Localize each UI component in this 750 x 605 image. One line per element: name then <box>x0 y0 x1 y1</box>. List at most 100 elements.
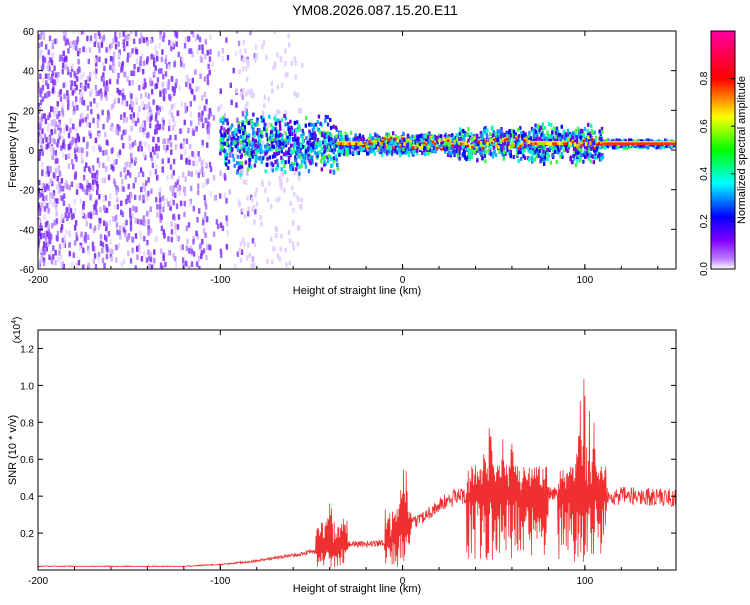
spectrogram-cell <box>176 186 180 192</box>
spectrogram-cell <box>96 102 99 108</box>
spectrogram-cell <box>130 157 133 164</box>
spectrogram-cell <box>51 43 55 50</box>
spectrogram-cell <box>274 113 277 119</box>
spectrogram-cell <box>598 141 601 145</box>
spectrogram-cell <box>246 76 249 82</box>
spectrogram-cell <box>346 151 350 156</box>
spectrogram-cell <box>81 242 84 249</box>
spectrogram-cell <box>43 113 46 119</box>
spectrogram-cell <box>428 133 431 138</box>
spectrogram-cell <box>320 152 324 157</box>
spectrogram-cell <box>53 111 56 118</box>
spectrogram-cell <box>551 130 554 135</box>
spectrogram-cell <box>42 257 46 263</box>
spectrogram-cell <box>498 149 501 154</box>
spectrogram-cell <box>387 149 391 154</box>
spectrogram-cell <box>147 225 150 231</box>
spectrogram-cell <box>130 99 133 105</box>
spectrogram-cell <box>67 48 70 54</box>
spectrogram-cell <box>138 230 142 236</box>
spectrogram-cell <box>567 143 571 148</box>
spectrogram-cell <box>251 206 254 212</box>
spectrogram-cell <box>170 149 173 155</box>
spectrogram-cell <box>296 148 299 153</box>
spectrogram-cell <box>128 80 131 86</box>
spectrogram-cell <box>155 124 158 130</box>
spectrogram-cell <box>66 104 70 110</box>
spectrogram-cell <box>117 52 120 59</box>
spectrogram-cell <box>38 237 40 244</box>
spectrogram-cell <box>151 146 155 153</box>
spectrogram-cell <box>412 146 415 149</box>
spectrogram-y-tick-label: -60 <box>20 265 35 276</box>
snr-y-axis-label: SNR (10 * v/v) <box>7 415 19 485</box>
spectrogram-cell <box>621 144 624 149</box>
spectrogram-cell <box>38 261 40 268</box>
spectrogram-cell <box>152 61 156 67</box>
spectrogram-cell <box>101 61 104 67</box>
spectrogram-cell <box>259 214 262 220</box>
spectrogram-cell <box>51 70 55 77</box>
spectrogram-cell <box>284 72 288 78</box>
spectrogram-cell <box>130 93 133 99</box>
spectrogram-cell <box>42 241 46 247</box>
snr-y-tick-label: 0.6 <box>20 455 34 466</box>
spectrogram-cell <box>619 144 622 149</box>
spectrogram-cell <box>66 90 69 96</box>
spectrogram-cell <box>73 44 76 50</box>
spectrogram-cell <box>114 43 118 50</box>
spectrogram-cell <box>242 128 245 133</box>
spectrogram-cell <box>589 152 592 157</box>
spectrogram-cell <box>254 44 258 50</box>
spectrogram-cell <box>593 146 596 150</box>
spectrogram-cell <box>146 211 149 217</box>
spectrogram-cell <box>442 140 446 145</box>
spectrogram-cell <box>110 42 113 48</box>
spectrogram-cell <box>592 160 596 165</box>
spectrogram-cell <box>128 207 132 214</box>
spectrogram-cell <box>98 47 101 53</box>
spectrogram-cell <box>258 156 261 161</box>
spectrogram-cell <box>406 144 409 149</box>
spectrogram-cell <box>61 62 65 69</box>
spectrogram-cell <box>423 146 426 151</box>
spectrogram-cell <box>203 91 207 98</box>
spectrogram-cell <box>271 163 275 168</box>
spectrogram-cell <box>291 185 294 191</box>
spectrogram-cell <box>541 142 544 145</box>
spectrogram-cell <box>244 139 247 144</box>
spectrogram-cell <box>190 31 194 35</box>
spectrogram-cell <box>46 241 50 247</box>
spectrogram-cell <box>146 115 149 122</box>
spectrogram-cell <box>326 155 329 160</box>
spectrogram-cell <box>198 112 201 119</box>
spectrogram-cell <box>206 79 210 86</box>
spectrogram-cell <box>149 116 152 122</box>
spectrogram-cell <box>573 152 576 157</box>
spectrogram-cell <box>107 156 110 162</box>
spectrogram-cell <box>238 161 241 166</box>
spectrogram-cell <box>197 172 200 178</box>
spectrogram-cell <box>105 221 108 228</box>
spectrogram-cell <box>177 175 181 182</box>
spectrogram-cell <box>493 138 496 141</box>
spectrogram-cell <box>271 88 274 94</box>
spectrogram-cell <box>348 150 352 155</box>
spectrogram-cell <box>109 239 112 245</box>
spectrogram-cell <box>44 235 48 241</box>
spectrogram-cell <box>587 152 590 157</box>
spectrogram-cell <box>95 189 99 195</box>
spectrogram-cell <box>142 194 145 201</box>
spectrogram-cell <box>539 159 542 164</box>
spectrogram-cell <box>583 127 587 132</box>
spectrogram-cell <box>38 155 41 162</box>
spectrogram-cell <box>293 133 297 138</box>
spectrogram-cell <box>173 90 176 96</box>
spectrogram-cell <box>521 144 524 149</box>
spectrogram-cell <box>261 110 265 116</box>
spectrogram-cell <box>329 125 333 130</box>
spectrogram-cell <box>514 137 518 140</box>
spectrogram-cell <box>281 172 285 178</box>
spectrogram-cell <box>112 165 115 172</box>
spectrogram-cell <box>514 140 517 145</box>
